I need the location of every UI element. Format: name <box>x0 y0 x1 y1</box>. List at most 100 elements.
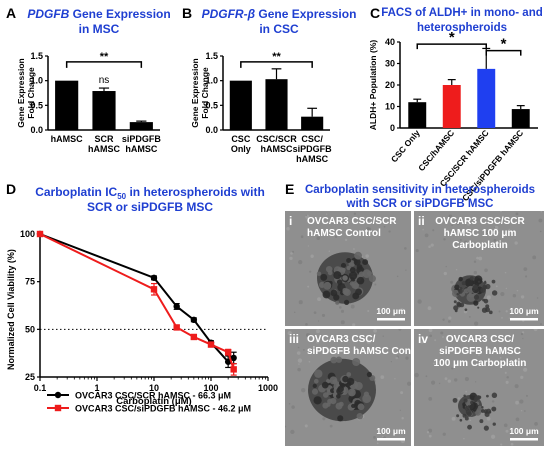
bar <box>229 80 252 130</box>
texture-speck <box>536 297 539 299</box>
spheroid-cell <box>474 275 483 284</box>
texture-speck <box>330 352 333 355</box>
panel-c-title-line2: heterospheroids <box>417 22 507 34</box>
texture-speck <box>524 410 526 412</box>
texture-speck <box>388 230 391 233</box>
y-tick-label: 0.0 <box>30 125 43 135</box>
y-tick-label: 10 <box>385 102 395 112</box>
spheroid-cell <box>347 377 355 386</box>
texture-speck <box>399 308 404 312</box>
spheroid-cell <box>342 287 347 293</box>
texture-speck <box>401 417 404 420</box>
texture-speck <box>457 397 461 400</box>
texture-speck <box>404 247 407 250</box>
significance-label: * <box>449 29 455 46</box>
texture-speck <box>502 350 506 354</box>
spheroid-cell <box>348 271 358 280</box>
panel-e-title-line2: with SCR or siPDGFB MSC <box>346 198 494 210</box>
debris-cell <box>486 394 489 398</box>
x-tick-label: hAMSC <box>88 144 120 154</box>
y-tick-label: 1.0 <box>205 76 218 86</box>
micrograph-caption: Carboplatin <box>452 240 508 251</box>
texture-speck <box>373 435 376 439</box>
texture-speck <box>305 323 308 326</box>
panel-e: E Carboplatin sensitivity in heterospher… <box>285 181 544 446</box>
y-axis-label: Normalized Cell Viability (%) <box>6 249 16 370</box>
panel-d-title-a: Carboplatin IC <box>35 185 117 199</box>
micrograph-caption: hAMSC Control <box>307 228 381 239</box>
debris-cell <box>491 406 497 412</box>
texture-speck <box>473 260 477 263</box>
debris-cell <box>456 302 462 308</box>
texture-speck <box>448 214 453 219</box>
debris-cell <box>453 300 457 304</box>
spheroid-cell <box>354 381 363 391</box>
texture-speck <box>484 268 488 273</box>
x-tick-label: 10 <box>149 383 159 393</box>
debris-cell <box>485 283 491 290</box>
texture-speck <box>493 238 497 242</box>
texture-speck <box>428 434 432 438</box>
y-tick-label: 0.5 <box>205 100 218 110</box>
texture-speck <box>455 268 458 271</box>
micrograph-caption: 100 μm Carboplatin <box>434 358 527 369</box>
panel-d: D Carboplatin IC50 in heterospheroids wi… <box>6 181 278 414</box>
texture-speck <box>429 334 432 338</box>
data-point <box>36 230 44 238</box>
texture-speck <box>515 212 519 216</box>
panel-a-title-line2: in MSC <box>79 22 120 36</box>
texture-speck <box>445 265 447 268</box>
micrograph-caption: OVCAR3 CSC/SCR <box>435 216 525 227</box>
debris-cell <box>491 290 498 296</box>
texture-speck <box>366 339 371 344</box>
texture-speck <box>306 333 311 338</box>
texture-speck <box>514 241 518 245</box>
panel-a-title: PDGFB Gene Expression <box>27 7 170 21</box>
scale-bar-label: 100 μm <box>509 306 539 316</box>
texture-speck <box>288 402 291 405</box>
texture-speck <box>313 311 317 315</box>
spheroid-cell <box>320 273 328 281</box>
texture-speck <box>477 353 480 357</box>
debris-cell <box>463 398 468 403</box>
spheroid-cell <box>316 271 322 276</box>
bar <box>55 80 79 130</box>
texture-speck <box>365 254 369 258</box>
texture-speck <box>292 250 295 253</box>
texture-speck <box>508 317 511 319</box>
significance-bracket <box>416 43 487 50</box>
panel-c: C FACS of ALDH+ in mono- and heterospher… <box>368 5 543 203</box>
texture-speck <box>539 323 543 326</box>
texture-speck <box>300 235 304 239</box>
texture-speck <box>500 211 502 213</box>
debris-cell <box>492 422 496 426</box>
spheroid-cell <box>336 279 343 285</box>
data-point <box>173 324 180 331</box>
texture-speck <box>425 375 428 378</box>
y-axis-label-line: Gene Expression <box>16 58 26 127</box>
y-tick-label: 1.5 <box>30 51 43 61</box>
texture-speck <box>520 375 524 379</box>
series-line <box>39 233 235 370</box>
spheroid-cell <box>473 300 479 306</box>
texture-speck <box>451 224 453 227</box>
texture-speck <box>438 382 441 385</box>
texture-speck <box>523 367 528 372</box>
spheroid-cell <box>346 372 352 377</box>
y-tick-label: 40 <box>385 37 395 47</box>
texture-speck <box>490 434 496 439</box>
spheroid-cell <box>330 397 337 405</box>
texture-speck <box>505 429 509 433</box>
scale-bar <box>377 438 405 441</box>
x-tick-label: hAMSC <box>261 144 293 154</box>
texture-speck <box>427 306 432 311</box>
micrograph-background <box>414 211 544 326</box>
texture-speck <box>525 394 528 397</box>
texture-speck <box>353 212 356 215</box>
texture-speck <box>338 217 343 222</box>
y-axis-label-line: Gene Expression <box>190 58 200 127</box>
spheroid-cell <box>322 392 329 398</box>
texture-speck <box>387 350 389 353</box>
